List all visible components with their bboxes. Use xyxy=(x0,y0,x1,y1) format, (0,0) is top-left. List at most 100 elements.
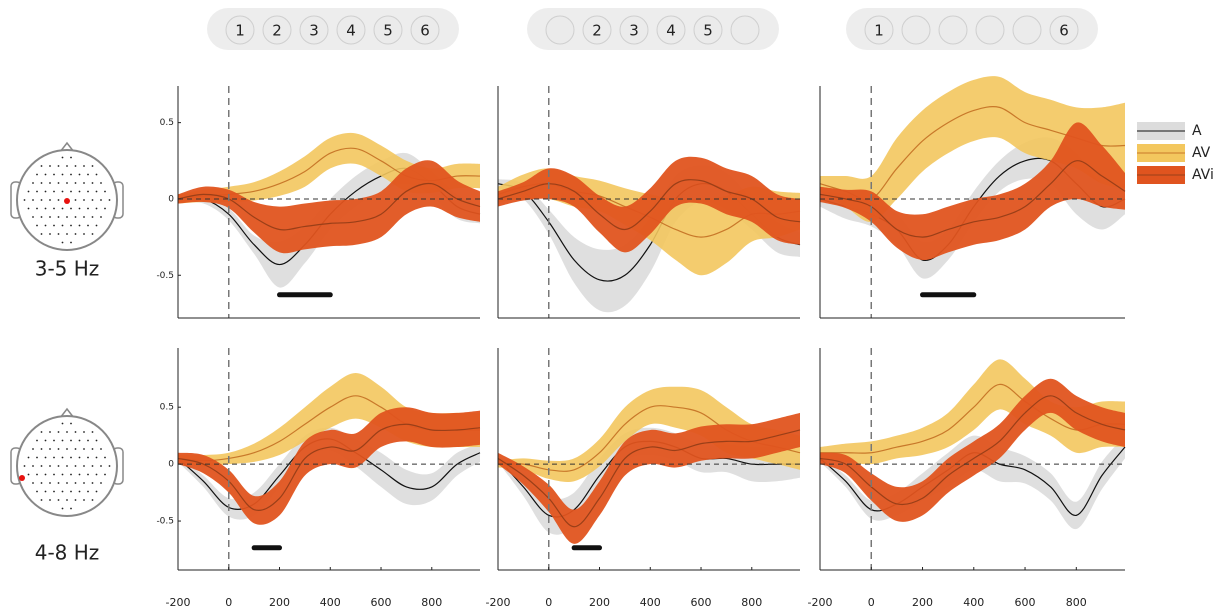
electrode xyxy=(58,448,60,450)
electrode xyxy=(49,465,51,467)
electrode xyxy=(41,216,43,218)
electrode xyxy=(45,225,47,227)
electrode xyxy=(41,482,43,484)
y-tick-label: 0 xyxy=(168,460,174,470)
group-item-label: 2 xyxy=(272,22,282,40)
electrode xyxy=(75,233,77,235)
electrode xyxy=(62,457,64,459)
electrode xyxy=(49,482,51,484)
group-item-label: 4 xyxy=(346,22,356,40)
electrode xyxy=(83,199,85,201)
electrode xyxy=(49,448,51,450)
x-tick-label: 0 xyxy=(225,596,232,609)
electrode xyxy=(41,431,43,433)
electrode xyxy=(32,482,34,484)
electrode xyxy=(104,191,106,193)
electrode xyxy=(45,440,47,442)
electrode xyxy=(92,182,94,184)
y-tick-label: 0.5 xyxy=(160,118,174,128)
electrode xyxy=(53,474,55,476)
electrode xyxy=(66,216,68,218)
panel xyxy=(820,76,1125,318)
electrode xyxy=(83,448,85,450)
electrode xyxy=(96,225,98,227)
electrode xyxy=(83,465,85,467)
electrode xyxy=(41,499,43,501)
electrode xyxy=(45,474,47,476)
x-tick-label: -200 xyxy=(808,596,833,609)
electrode xyxy=(45,491,47,493)
electrode xyxy=(28,191,30,193)
panel: 0.50-0.5-2000200400600800 xyxy=(156,348,480,609)
electrode xyxy=(92,431,94,433)
group-item xyxy=(731,16,759,44)
electrode xyxy=(36,225,38,227)
electrode xyxy=(62,191,64,193)
x-tick-label: 800 xyxy=(1066,596,1087,609)
electrode xyxy=(49,199,51,201)
electrode xyxy=(36,208,38,210)
electrode xyxy=(104,457,106,459)
electrode xyxy=(83,431,85,433)
panel: 0.50-0.5 xyxy=(156,86,480,318)
group-item-label: 1 xyxy=(235,22,245,40)
y-tick-label: 0 xyxy=(168,194,174,204)
electrode xyxy=(28,474,30,476)
electrode xyxy=(83,233,85,235)
legend-label: A xyxy=(1192,123,1202,139)
electrode xyxy=(45,208,47,210)
electrode xyxy=(49,431,51,433)
group-item-label: 1 xyxy=(874,22,884,40)
panel xyxy=(498,86,800,318)
electrode xyxy=(79,440,81,442)
electrode xyxy=(58,233,60,235)
group-item-label: 4 xyxy=(666,22,676,40)
electrode xyxy=(66,448,68,450)
electrode xyxy=(41,199,43,201)
row-label: 4-8 Hz xyxy=(35,541,100,565)
electrode xyxy=(62,225,64,227)
electrode xyxy=(49,182,51,184)
electrode xyxy=(92,165,94,167)
electrode xyxy=(75,465,77,467)
electrode xyxy=(70,157,72,159)
electrode xyxy=(66,165,68,167)
x-tick-label: 600 xyxy=(1015,596,1036,609)
electrode xyxy=(53,225,55,227)
electrode xyxy=(45,174,47,176)
group-item-label: 2 xyxy=(592,22,602,40)
electrode xyxy=(70,491,72,493)
electrode xyxy=(109,465,111,467)
electrode xyxy=(83,182,85,184)
x-tick-label: 200 xyxy=(269,596,290,609)
electrode xyxy=(45,457,47,459)
electrode xyxy=(79,174,81,176)
electrode xyxy=(49,216,51,218)
x-tick-label: 800 xyxy=(741,596,762,609)
electrode xyxy=(70,508,72,510)
x-tick-label: 0 xyxy=(868,596,875,609)
group-item-label: 6 xyxy=(1059,22,1069,40)
legend-label: AV xyxy=(1192,145,1211,161)
electrode xyxy=(36,174,38,176)
electrode xyxy=(32,465,34,467)
electrode xyxy=(96,191,98,193)
electrode xyxy=(75,216,77,218)
electrode xyxy=(92,233,94,235)
electrode xyxy=(58,431,60,433)
electrode xyxy=(70,208,72,210)
x-tick-label: 200 xyxy=(589,596,610,609)
confidence-band xyxy=(820,122,1125,260)
electrode xyxy=(75,448,77,450)
electrode xyxy=(109,199,111,201)
electrode xyxy=(75,199,77,201)
electrode xyxy=(53,491,55,493)
electrode xyxy=(79,457,81,459)
electrode xyxy=(49,499,51,501)
electrode xyxy=(96,457,98,459)
electrode xyxy=(100,482,102,484)
x-tick-label: 200 xyxy=(912,596,933,609)
electrode xyxy=(66,465,68,467)
electrode xyxy=(70,242,72,244)
electrode xyxy=(58,465,60,467)
